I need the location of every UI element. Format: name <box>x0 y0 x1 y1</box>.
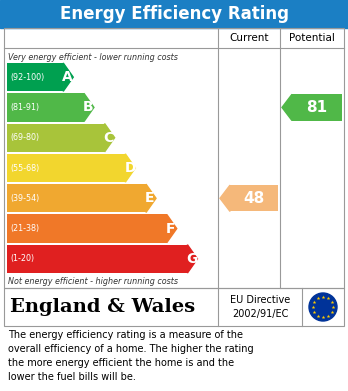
Bar <box>7 154 125 182</box>
Polygon shape <box>282 94 292 120</box>
Text: (55-68): (55-68) <box>10 163 39 172</box>
Polygon shape <box>84 93 94 122</box>
Polygon shape <box>188 245 197 273</box>
Text: Energy Efficiency Rating: Energy Efficiency Rating <box>60 5 288 23</box>
Bar <box>7 93 84 122</box>
Text: 48: 48 <box>243 191 264 206</box>
Text: (81-91): (81-91) <box>10 103 39 112</box>
Polygon shape <box>220 185 230 212</box>
Text: EU Directive
2002/91/EC: EU Directive 2002/91/EC <box>230 295 290 319</box>
Text: F: F <box>166 222 175 235</box>
Bar <box>4 288 344 326</box>
Bar <box>4 28 344 288</box>
Text: 81: 81 <box>307 100 327 115</box>
Text: Current: Current <box>229 33 269 43</box>
Text: (21-38): (21-38) <box>10 224 39 233</box>
Text: England & Wales: England & Wales <box>10 298 195 316</box>
Polygon shape <box>167 214 177 243</box>
Text: (92-100): (92-100) <box>10 73 44 82</box>
Text: (69-80): (69-80) <box>10 133 39 142</box>
Bar <box>7 63 63 91</box>
Text: The energy efficiency rating is a measure of the
overall efficiency of a home. T: The energy efficiency rating is a measur… <box>8 330 254 382</box>
Text: E: E <box>145 191 155 205</box>
Bar <box>230 185 278 212</box>
Polygon shape <box>105 124 114 152</box>
Bar <box>7 214 167 243</box>
Text: Potential: Potential <box>289 33 335 43</box>
Text: Very energy efficient - lower running costs: Very energy efficient - lower running co… <box>8 54 178 63</box>
Bar <box>7 124 105 152</box>
Polygon shape <box>125 154 135 182</box>
Text: C: C <box>104 131 114 145</box>
Bar <box>0 0 348 28</box>
Text: B: B <box>83 100 94 115</box>
Bar <box>292 94 342 120</box>
Circle shape <box>309 293 337 321</box>
Text: Not energy efficient - higher running costs: Not energy efficient - higher running co… <box>8 276 178 285</box>
Text: (1-20): (1-20) <box>10 255 34 264</box>
Bar <box>7 184 146 212</box>
Text: D: D <box>124 161 136 175</box>
Bar <box>7 245 188 273</box>
Text: G: G <box>187 252 198 266</box>
Text: A: A <box>62 70 73 84</box>
Text: (39-54): (39-54) <box>10 194 39 203</box>
Polygon shape <box>146 184 156 212</box>
Polygon shape <box>63 63 73 91</box>
